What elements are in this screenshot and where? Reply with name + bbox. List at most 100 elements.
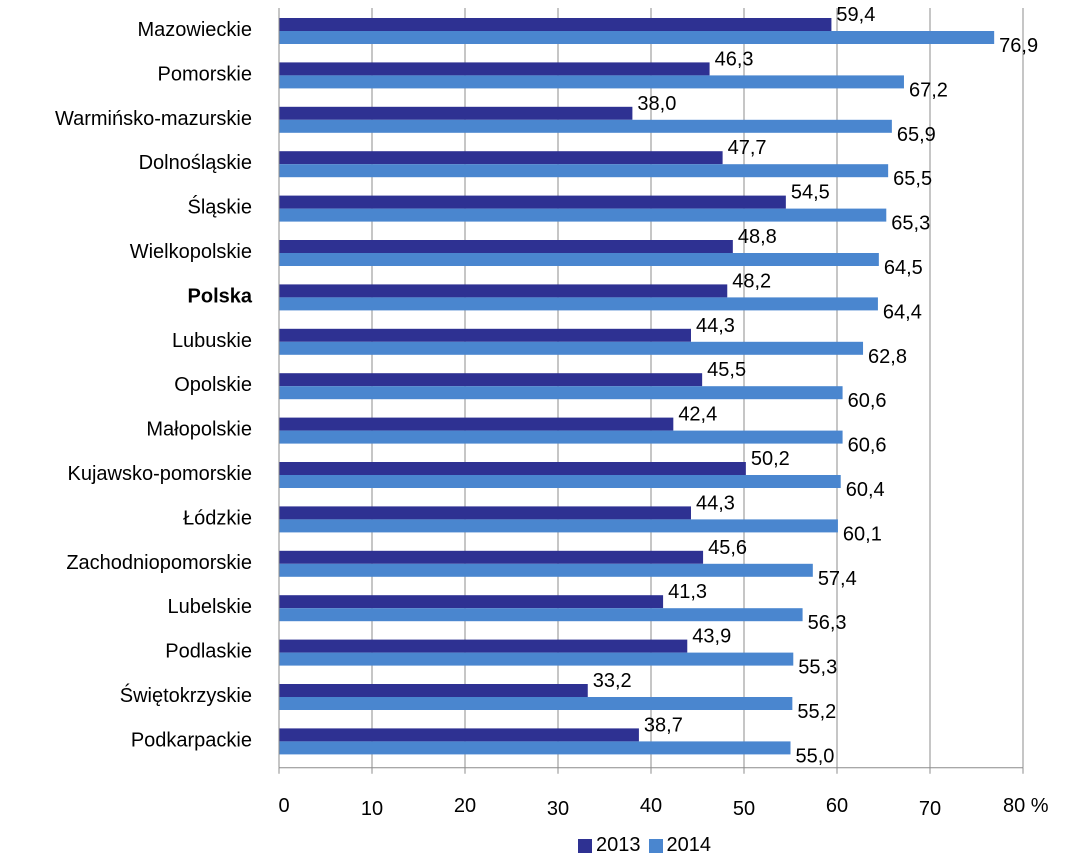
bar-2013 xyxy=(279,462,746,475)
category-label: Mazowieckie xyxy=(138,19,252,41)
data-label-2013: 48,8 xyxy=(738,226,777,248)
category-label: Lubuskie xyxy=(172,330,252,352)
bar-2013 xyxy=(279,728,639,742)
axes: 0 10 20 30 40 50 60 70 80 % xyxy=(278,8,1049,820)
category-label: Warmińsko-mazurskie xyxy=(55,108,252,130)
x-tick-label: 60 xyxy=(826,795,848,817)
data-label-2013: 45,6 xyxy=(708,537,747,559)
data-label-2014: 55,2 xyxy=(797,701,836,723)
data-label-2014: 64,4 xyxy=(883,301,922,323)
category-label: Lubelskie xyxy=(167,596,252,618)
data-label-2013: 44,3 xyxy=(696,492,735,514)
x-tick-label: 10 xyxy=(361,798,383,820)
bar-2014 xyxy=(279,164,889,178)
data-label-2013: 42,4 xyxy=(678,404,717,426)
data-label-2013: 41,3 xyxy=(668,581,707,603)
x-tick-label: 50 xyxy=(733,798,755,820)
category-label: Śląskie xyxy=(188,195,252,219)
data-label-2014: 56,3 xyxy=(808,612,847,634)
data-label-2014: 64,5 xyxy=(884,257,923,279)
category-label: Świętokrzyskie xyxy=(120,683,252,707)
data-label-2013: 38,0 xyxy=(637,93,676,115)
data-label-2013: 48,2 xyxy=(732,270,771,292)
bar-2014 xyxy=(279,208,887,222)
bar-2013 xyxy=(279,639,688,653)
category-label: Podlaskie xyxy=(165,641,252,663)
data-label-2014: 55,3 xyxy=(798,657,837,679)
category-label: Wielkopolskie xyxy=(130,241,252,263)
data-label-2013: 45,5 xyxy=(707,359,746,381)
legend-label-2013: 2013 xyxy=(596,834,641,856)
data-label-2013: 54,5 xyxy=(791,182,830,204)
data-label-2014: 60,6 xyxy=(848,435,887,457)
data-label-2014: 67,2 xyxy=(909,79,948,101)
bar-2013 xyxy=(279,195,786,209)
bar-2013 xyxy=(279,18,832,31)
bar-2014 xyxy=(279,519,838,533)
category-label: Polska xyxy=(188,285,253,307)
bar-2014 xyxy=(279,430,843,444)
x-tick-label: 80 % xyxy=(1003,795,1049,817)
category-label: Pomorskie xyxy=(158,63,252,85)
category-label: Dolnośląskie xyxy=(139,152,252,174)
data-label-2013: 50,2 xyxy=(751,448,790,470)
x-tick-label: 20 xyxy=(454,795,476,817)
legend-label-2014: 2014 xyxy=(666,834,712,856)
x-tick-label: 30 xyxy=(547,798,569,820)
bar-2013 xyxy=(279,506,691,520)
category-label: Podkarpackie xyxy=(131,729,252,751)
bar-2014 xyxy=(279,119,892,133)
bar-2014 xyxy=(279,475,841,488)
bar-2014 xyxy=(279,697,793,710)
data-label-2014: 65,5 xyxy=(893,168,932,190)
bar-2013 xyxy=(279,684,588,697)
bar-2013 xyxy=(279,595,664,609)
bar-2013 xyxy=(279,328,691,342)
legend-swatch-2013 xyxy=(578,838,592,853)
legend-swatch-2014 xyxy=(648,838,663,853)
data-label-2014: 57,4 xyxy=(818,568,857,590)
data-label-2013: 33,2 xyxy=(593,670,632,692)
bars xyxy=(279,18,995,755)
category-label: Łódzkie xyxy=(183,507,252,529)
bar-2014 xyxy=(279,31,995,44)
data-label-2014: 60,4 xyxy=(846,479,885,501)
bar-2013 xyxy=(279,417,674,431)
data-label-2014: 65,3 xyxy=(891,213,930,235)
data-label-2013: 44,3 xyxy=(696,315,735,337)
x-tick-label: 70 xyxy=(919,798,941,820)
bar-2014 xyxy=(279,386,843,400)
legend-item-2013: 2013 xyxy=(578,834,641,857)
x-tick-label: 40 xyxy=(640,795,662,817)
category-label: Opolskie xyxy=(174,374,252,396)
bar-2013 xyxy=(279,240,733,253)
bar-2014 xyxy=(279,75,904,89)
data-label-2013: 46,3 xyxy=(715,48,754,70)
bar-2013 xyxy=(279,550,704,564)
data-label-2014: 65,9 xyxy=(897,124,936,146)
bar-2014 xyxy=(279,652,794,666)
data-label-2014: 62,8 xyxy=(868,346,907,368)
data-label-2013: 38,7 xyxy=(644,714,683,736)
labels: 59,4 76,9 Mazowieckie 46,3 67,2 Pomorskie 38,0… xyxy=(55,4,1038,767)
bar-2013 xyxy=(279,373,703,387)
bar-2013 xyxy=(279,151,723,165)
data-label-2013: 43,9 xyxy=(692,626,731,648)
legend: 2013 2014 xyxy=(578,834,719,857)
data-label-2014: 55,0 xyxy=(796,745,835,767)
x-tick-label: 0 xyxy=(278,795,289,817)
bar-2013 xyxy=(279,106,633,120)
data-label-2013: 47,7 xyxy=(728,137,767,159)
bar-chart: 59,4 76,9 Mazowieckie 46,3 67,2 Pomorskie 38,0… xyxy=(55,4,1049,820)
category-label: Kujawsko-pomorskie xyxy=(67,463,252,485)
bar-2014 xyxy=(279,608,803,622)
bar-2014 xyxy=(279,297,878,311)
category-label: Zachodniopomorskie xyxy=(66,552,252,574)
data-label-2014: 76,9 xyxy=(999,35,1038,57)
bar-2013 xyxy=(279,62,710,76)
bar-2014 xyxy=(279,341,864,355)
bar-2013 xyxy=(279,284,728,298)
data-label-2014: 60,6 xyxy=(848,390,887,412)
bar-2014 xyxy=(279,741,791,755)
bar-2014 xyxy=(279,563,813,577)
